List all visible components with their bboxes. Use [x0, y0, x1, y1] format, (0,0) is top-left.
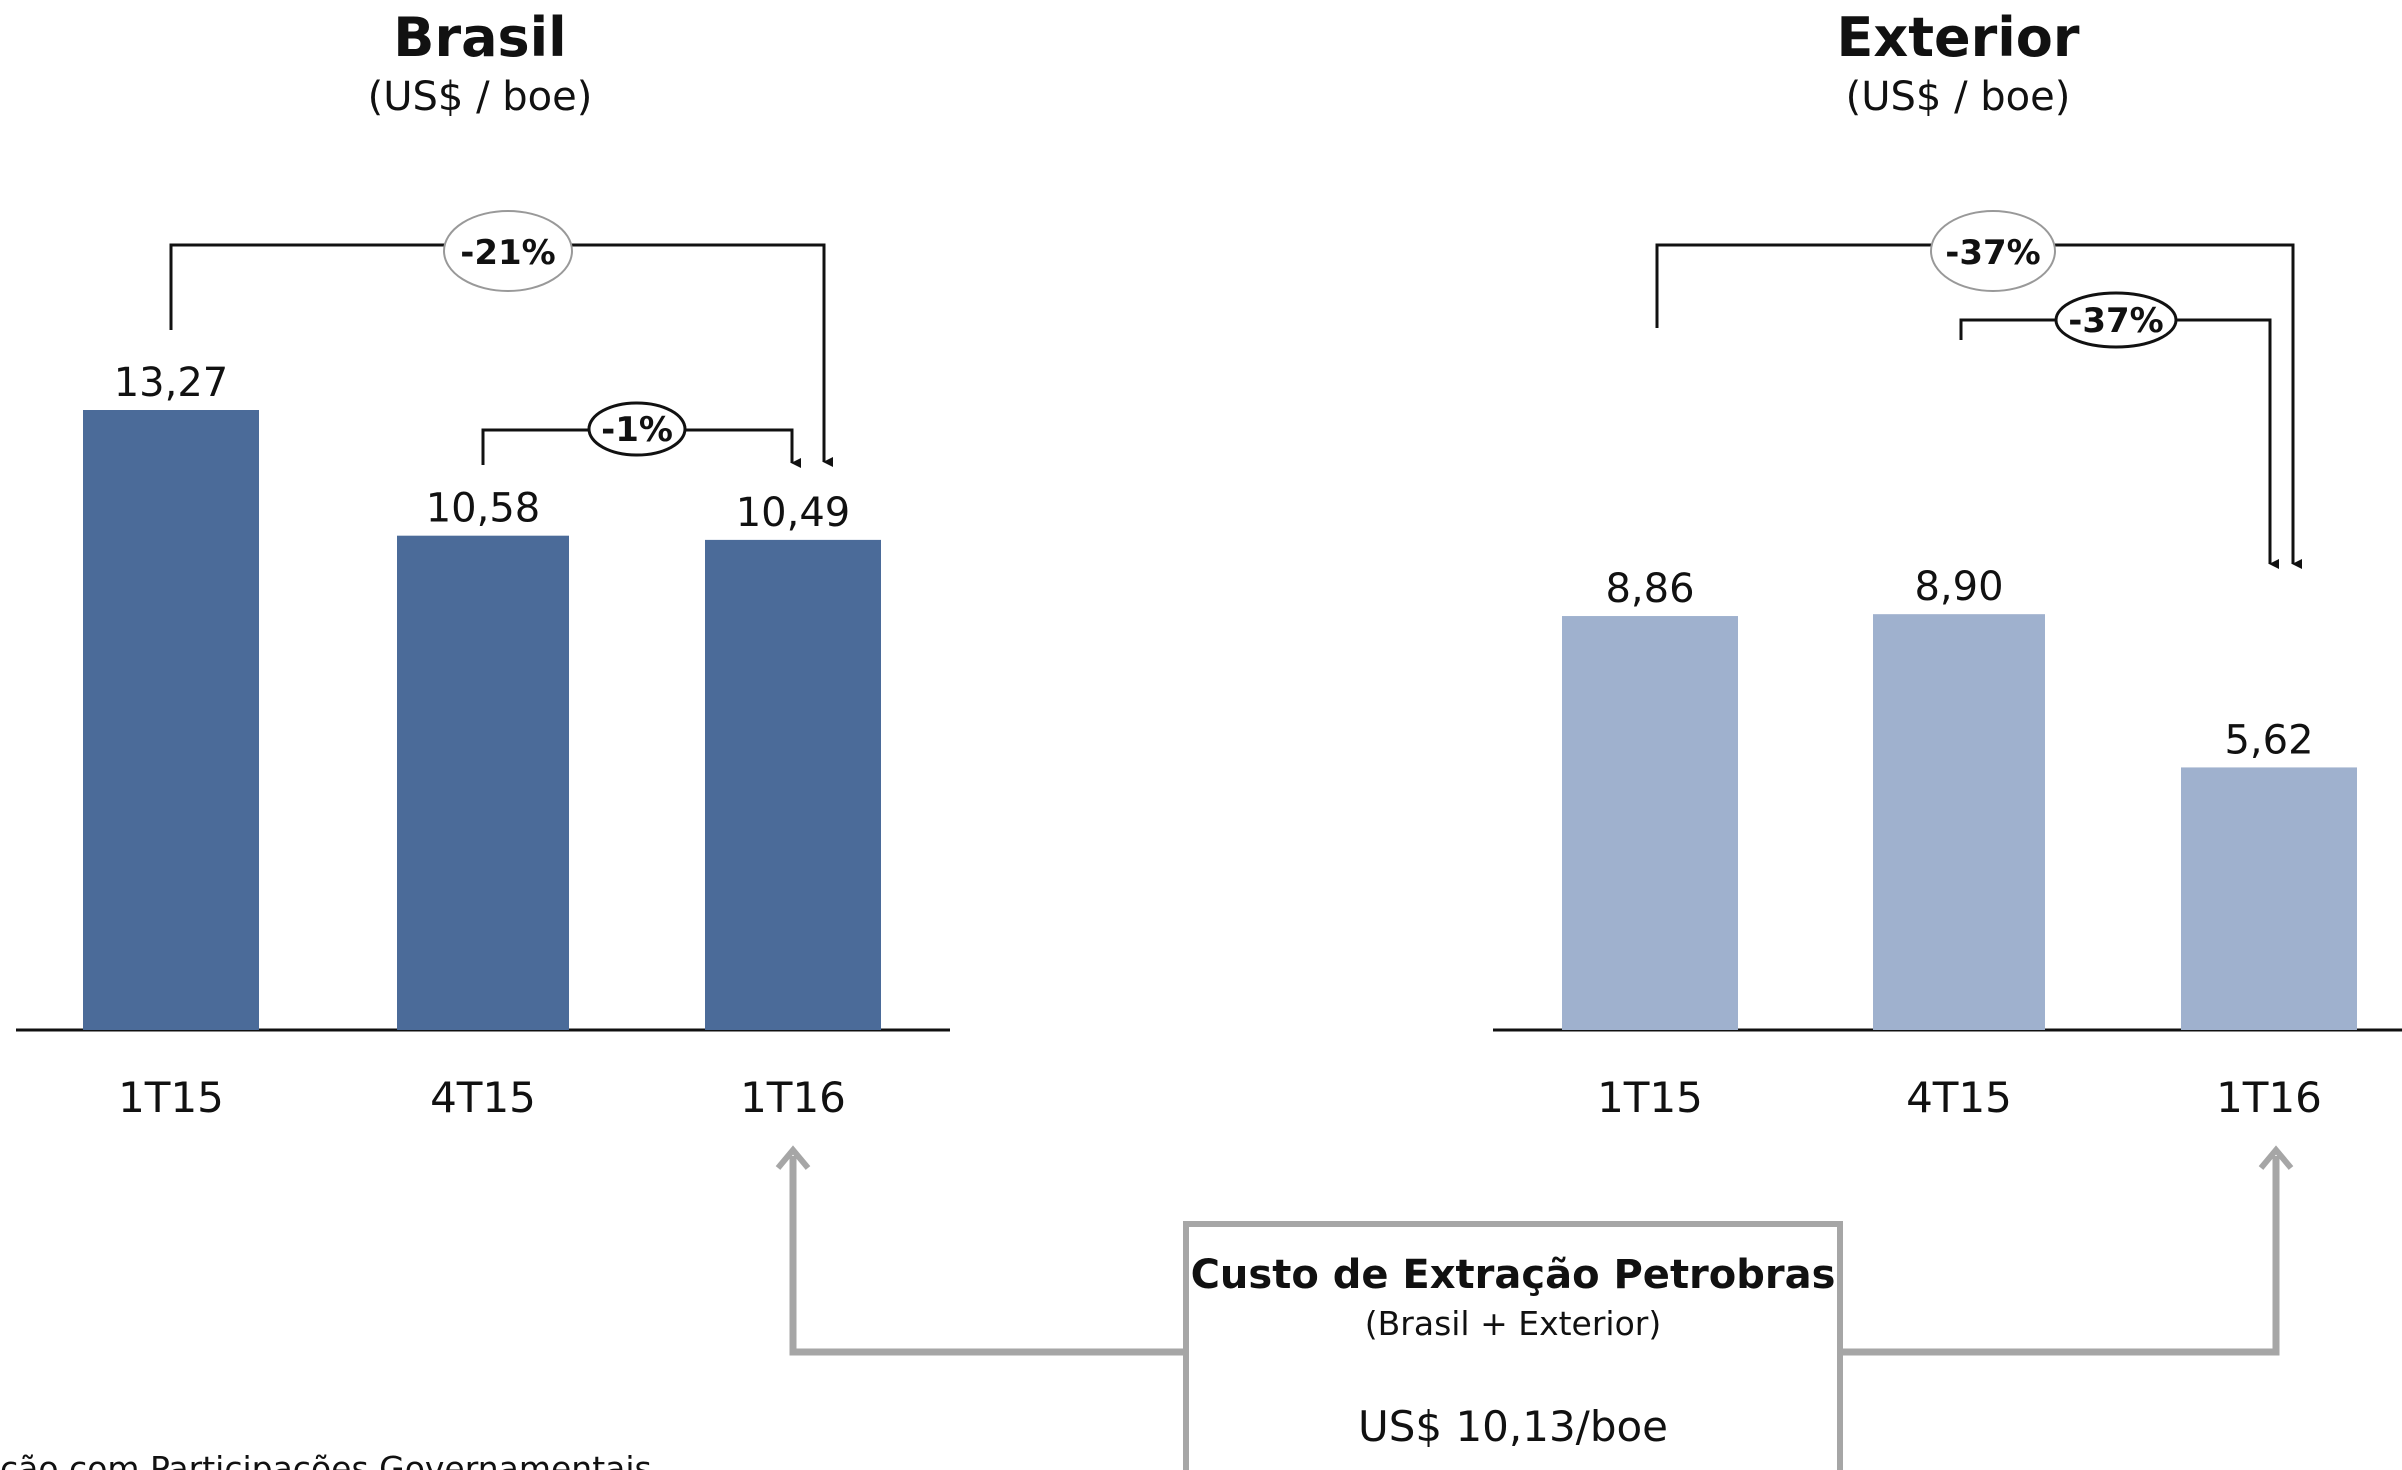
- value-label-brasil-1t16: 10,49: [736, 490, 851, 536]
- bar-brasil-4t15: [397, 535, 569, 1030]
- chart-subtitle-brasil: (US$ / boe): [368, 74, 593, 120]
- value-label-brasil-4t15: 10,58: [426, 486, 541, 532]
- value-label-exterior-1t15: 8,86: [1605, 566, 1694, 612]
- x-tick-brasil-1t15: 1T15: [118, 1073, 224, 1122]
- value-label-exterior-4t15: 8,90: [1914, 564, 2003, 610]
- pct-label-exterior-37b: -37%: [2068, 301, 2164, 341]
- pct-label-exterior-37a: -37%: [1945, 233, 2041, 273]
- chart-subtitle-exterior: (US$ / boe): [1846, 74, 2071, 120]
- change-annotation-exterior-4t15-1t16: -37%: [1959, 291, 2279, 569]
- x-tick-brasil-4t15: 4T15: [430, 1073, 536, 1122]
- bar-chart-brasil: 13,27 1T15 10,58 4T15 10,49 1T16: [83, 360, 881, 1122]
- x-tick-exterior-4t15: 4T15: [1906, 1073, 2012, 1122]
- summary-box-subtitle: (Brasil + Exterior): [1365, 1304, 1661, 1343]
- summary-connector-right: [1840, 1145, 2294, 1356]
- pct-label-brasil-21: -21%: [460, 233, 556, 273]
- change-annotation-brasil-4t15-1t16: -1%: [481, 401, 801, 468]
- change-annotation-exterior-1t15-1t16: -37%: [1655, 210, 2302, 569]
- value-label-brasil-1t15: 13,27: [114, 360, 229, 406]
- footnote: ção com Participações Governamentais: [0, 1449, 652, 1470]
- summary-connector-left: [775, 1145, 1186, 1356]
- bar-chart-exterior: 8,86 1T15 8,90 4T15 5,62 1T16: [1562, 564, 2357, 1122]
- pct-label-brasil-1: -1%: [601, 410, 673, 450]
- chart-title-exterior: Exterior: [1836, 6, 2079, 69]
- x-tick-exterior-1t16: 1T16: [2216, 1073, 2322, 1122]
- summary-box-value: US$ 10,13/boe: [1358, 1402, 1668, 1451]
- bar-exterior-1t15: [1562, 616, 1738, 1030]
- summary-box-title: Custo de Extração Petrobras: [1191, 1252, 1836, 1298]
- bar-brasil-1t15: [83, 410, 259, 1030]
- bar-exterior-1t16: [2181, 767, 2357, 1030]
- x-tick-brasil-1t16: 1T16: [740, 1073, 846, 1122]
- change-annotation-brasil-1t15-1t16: -21%: [169, 210, 833, 467]
- bar-brasil-1t16: [705, 539, 881, 1030]
- chart-title-brasil: Brasil: [393, 6, 566, 69]
- value-label-exterior-1t16: 5,62: [2224, 717, 2313, 763]
- summary-box: Custo de Extração Petrobras (Brasil + Ex…: [1183, 1221, 1843, 1470]
- x-tick-exterior-1t15: 1T15: [1597, 1073, 1703, 1122]
- bar-exterior-4t15: [1873, 614, 2045, 1030]
